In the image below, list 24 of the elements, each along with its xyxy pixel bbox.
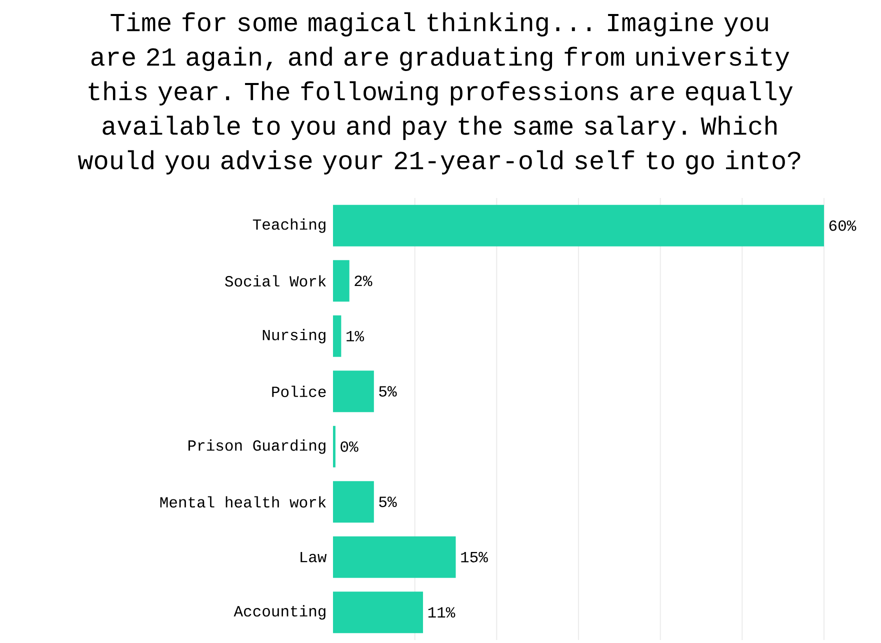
data-label: 11% xyxy=(428,607,456,618)
data-label: 2% xyxy=(354,276,372,286)
bar xyxy=(333,536,456,578)
data-label: 5% xyxy=(379,496,397,508)
y-tick-label: Mental health work xyxy=(160,496,326,508)
y-tick-label: Nursing xyxy=(262,328,326,344)
chart-title: Time for some magical thinking... Imagine you are 21 again, and are graduating from university this year. The following professions are equally available to you and pay the same salary. Which would you advise your 21-year-old self to go into? xyxy=(78,12,800,175)
data-label: 5% xyxy=(379,386,397,397)
data-label: 1% xyxy=(346,330,364,342)
bar xyxy=(333,592,424,634)
bar xyxy=(333,204,824,246)
y-tick-label: Accounting xyxy=(234,605,326,620)
y-tick-label: Prison Guarding xyxy=(188,439,326,454)
y-tick-label: Teaching xyxy=(252,218,326,233)
data-label: 15% xyxy=(461,552,488,562)
bar xyxy=(333,315,342,357)
y-tick-label: Law xyxy=(300,552,327,562)
bar xyxy=(333,370,374,412)
data-label: 60% xyxy=(829,220,856,231)
y-tick-label: Police xyxy=(272,386,326,398)
data-label: 0% xyxy=(340,441,358,452)
bar xyxy=(333,260,350,302)
bar xyxy=(333,481,374,523)
y-tick-label: Social Work xyxy=(225,275,326,287)
